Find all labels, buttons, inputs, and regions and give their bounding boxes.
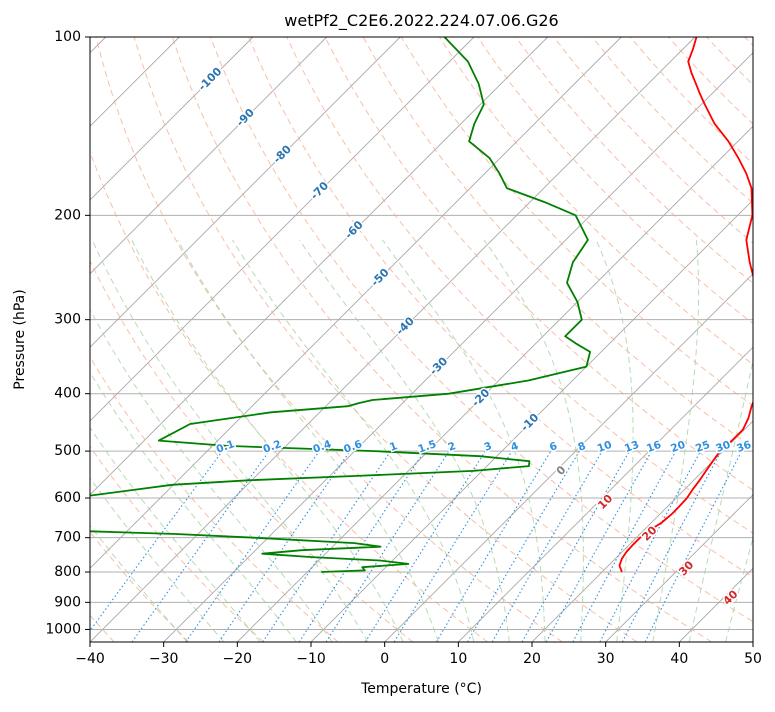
x-tick-label: −40 — [75, 651, 105, 667]
y-tick-label: 800 — [54, 564, 81, 580]
y-tick-label: 700 — [54, 530, 81, 546]
x-tick-label: 30 — [597, 651, 615, 667]
y-tick-label: 500 — [54, 443, 81, 459]
x-tick-label: 50 — [744, 651, 762, 667]
y-tick-label: 600 — [54, 490, 81, 506]
x-tick-label: 0 — [380, 651, 389, 667]
y-axis-label: Pressure (hPa) — [12, 289, 28, 389]
x-tick-label: −30 — [149, 651, 179, 667]
y-tick-label: 1000 — [45, 621, 81, 637]
x-tick-label: 20 — [523, 651, 541, 667]
x-tick-label: 10 — [449, 651, 467, 667]
y-tick-label: 400 — [54, 386, 81, 402]
x-tick-label: −10 — [296, 651, 326, 667]
y-tick-label: 900 — [54, 594, 81, 610]
y-tick-label: 300 — [54, 312, 81, 328]
y-tick-label: 200 — [54, 207, 81, 223]
x-tick-label: 40 — [670, 651, 688, 667]
chart-title: wetPf2_C2E6.2022.224.07.06.G26 — [284, 11, 558, 31]
x-tick-label: −20 — [223, 651, 253, 667]
x-axis-label: Temperature (°C) — [360, 681, 482, 697]
y-tick-label: 100 — [54, 29, 81, 45]
